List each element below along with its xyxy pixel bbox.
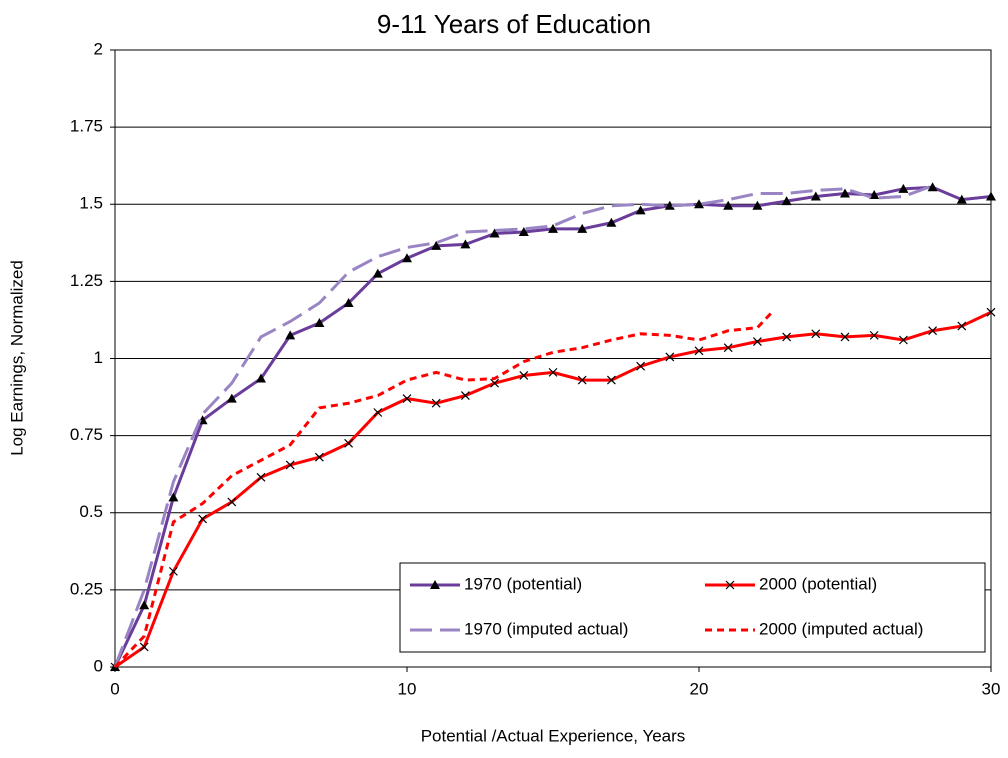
legend-label: 1970 (imputed actual) xyxy=(464,619,628,638)
series-marker xyxy=(460,239,471,249)
series-marker xyxy=(957,321,967,331)
series-marker xyxy=(577,375,587,385)
legend-box xyxy=(399,562,986,653)
series-marker xyxy=(256,373,266,383)
series-marker xyxy=(810,191,821,201)
series-line xyxy=(113,184,934,668)
series-marker xyxy=(198,514,208,524)
series-marker xyxy=(782,332,792,342)
x-tick-label: 10 xyxy=(398,679,417,698)
series-marker xyxy=(285,460,295,470)
series-marker xyxy=(139,600,150,610)
series-marker xyxy=(226,393,237,403)
series-marker xyxy=(402,394,412,404)
series-marker xyxy=(811,329,821,339)
series-marker xyxy=(285,330,296,340)
series-marker xyxy=(752,200,763,210)
series-marker xyxy=(431,398,441,408)
legend-label: 2000 (potential) xyxy=(759,574,877,593)
y-tick-label: 0 xyxy=(94,656,103,675)
series-marker xyxy=(519,371,529,380)
y-tick-label: 0.25 xyxy=(70,579,103,598)
series-marker xyxy=(314,318,325,328)
y-tick-label: 1 xyxy=(94,348,103,367)
series-marker xyxy=(344,438,354,448)
series-marker xyxy=(869,189,880,199)
y-axis-label: Log Earnings, Normalized xyxy=(7,260,26,456)
series-line xyxy=(113,311,774,669)
series-marker xyxy=(577,223,588,233)
x-tick-label: 20 xyxy=(690,679,709,698)
series-marker xyxy=(548,367,558,377)
series-marker xyxy=(460,391,470,400)
series-marker xyxy=(927,182,938,192)
series-marker xyxy=(489,228,500,238)
series-marker xyxy=(986,307,996,317)
x-axis-label: Potential /Actual Experience, Years xyxy=(421,726,686,745)
y-tick-label: 1.25 xyxy=(70,271,103,290)
series-marker xyxy=(343,297,354,307)
series-marker xyxy=(723,343,733,353)
series-marker xyxy=(431,240,442,250)
legend-label: 1970 (potential) xyxy=(464,574,582,593)
series-marker xyxy=(986,191,996,201)
series-marker xyxy=(314,452,324,462)
series-marker xyxy=(665,352,675,362)
plot-frame xyxy=(114,49,992,668)
legend-marker xyxy=(725,580,735,590)
series-marker xyxy=(752,337,762,346)
y-tick-label: 1.75 xyxy=(70,117,103,136)
series-marker xyxy=(723,200,734,210)
series-marker xyxy=(168,566,178,576)
series-marker xyxy=(256,472,266,482)
series-marker xyxy=(227,497,237,507)
series-marker xyxy=(606,375,616,385)
series-marker xyxy=(664,200,675,210)
series-marker xyxy=(694,199,704,209)
series-marker xyxy=(635,205,646,215)
series-marker xyxy=(548,223,558,233)
series-marker xyxy=(139,642,149,652)
series-marker xyxy=(928,326,938,336)
series-marker xyxy=(636,361,646,371)
y-tick-label: 2 xyxy=(94,39,103,58)
series-marker xyxy=(518,227,529,237)
x-tick-label: 0 xyxy=(110,679,119,698)
series-marker xyxy=(490,378,500,388)
series-marker xyxy=(898,183,909,193)
legend-label: 2000 (imputed actual) xyxy=(759,619,923,638)
series-marker xyxy=(168,492,179,502)
series-marker xyxy=(372,268,383,278)
series-marker xyxy=(898,335,908,345)
series-marker xyxy=(781,196,792,206)
y-tick-label: 1.5 xyxy=(79,194,103,213)
series-marker xyxy=(956,194,967,204)
legend-marker xyxy=(430,580,440,589)
y-tick-label: 0.75 xyxy=(70,425,103,444)
series-marker xyxy=(840,332,850,342)
series-marker xyxy=(694,346,704,356)
series-marker xyxy=(840,188,850,198)
series-marker xyxy=(402,253,412,263)
y-tick-label: 0.5 xyxy=(79,502,103,521)
series-marker xyxy=(869,330,879,340)
chart-title: 9-11 Years of Education xyxy=(377,9,651,39)
series-marker xyxy=(373,408,383,417)
x-tick-label: 30 xyxy=(982,679,1001,698)
series-marker xyxy=(606,217,617,227)
